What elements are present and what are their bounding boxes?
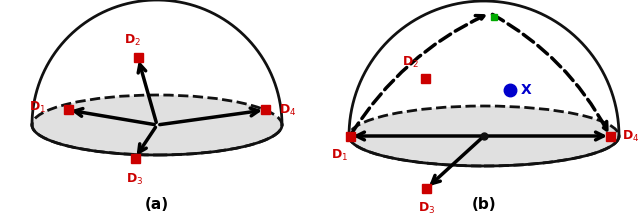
Text: $\mathbf{D}_1$: $\mathbf{D}_1$ — [29, 99, 46, 114]
Text: $\mathbf{D}_2$: $\mathbf{D}_2$ — [403, 55, 420, 70]
Ellipse shape — [32, 95, 282, 155]
Text: $\mathbf{D}_4$: $\mathbf{D}_4$ — [279, 102, 296, 118]
Bar — [131, 153, 140, 162]
Text: $\mathbf{D}_4$: $\mathbf{D}_4$ — [622, 128, 639, 143]
Ellipse shape — [349, 106, 619, 166]
Bar — [422, 184, 431, 192]
Text: $\mathbf{D}_3$: $\mathbf{D}_3$ — [419, 201, 436, 216]
Bar — [260, 106, 269, 114]
Bar — [134, 53, 143, 63]
Text: (a): (a) — [145, 197, 169, 212]
Text: $\mathbf{X}$: $\mathbf{X}$ — [520, 83, 532, 97]
Bar — [346, 131, 355, 140]
Bar — [63, 106, 72, 114]
Text: (b): (b) — [472, 197, 496, 212]
Text: $\mathbf{D}_2$: $\mathbf{D}_2$ — [124, 33, 141, 48]
Text: $\mathbf{D}_3$: $\mathbf{D}_3$ — [126, 172, 144, 187]
Bar — [420, 73, 429, 82]
Text: $\mathbf{D}_1$: $\mathbf{D}_1$ — [332, 148, 349, 163]
Bar — [605, 131, 614, 140]
